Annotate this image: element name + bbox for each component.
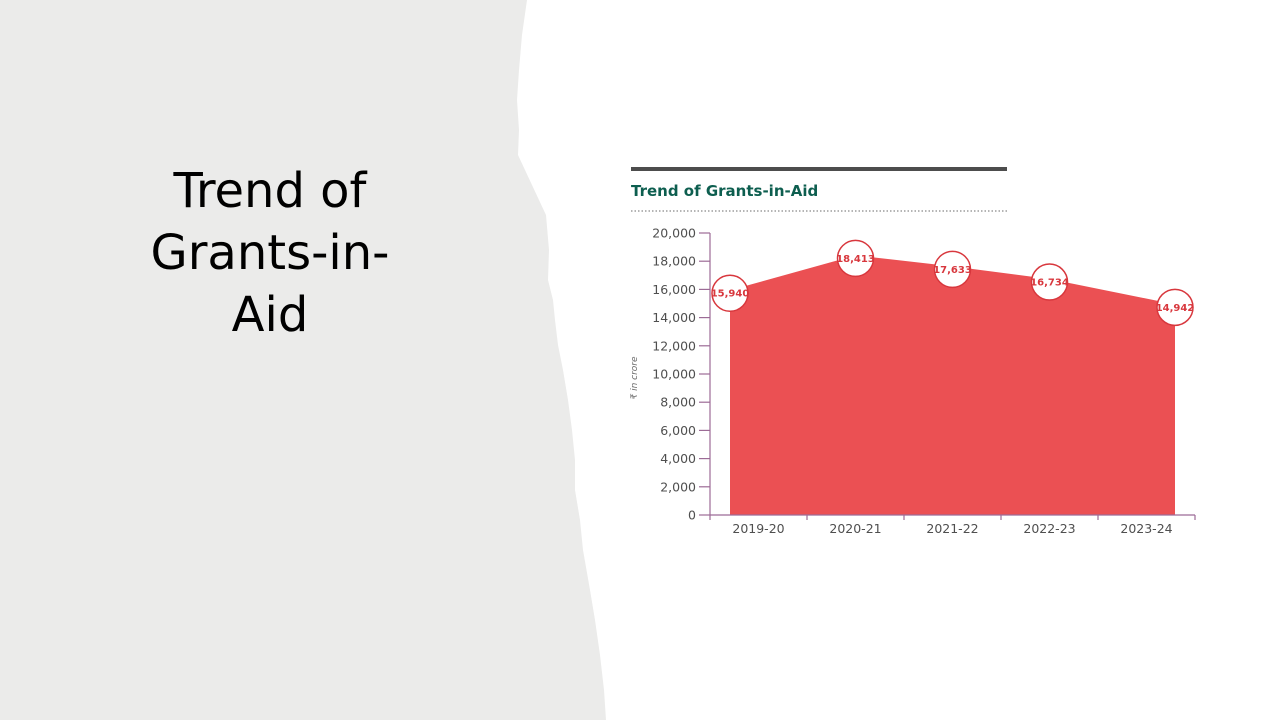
y-tick-label: 2,000 — [660, 479, 696, 494]
y-axis-label: ₹ in crore — [630, 356, 640, 400]
chart-title: Trend of Grants-in-Aid — [631, 182, 818, 200]
data-label: 17,633 — [933, 265, 972, 276]
y-tick-label: 6,000 — [660, 423, 696, 438]
y-tick-label: 14,000 — [652, 310, 696, 325]
y-tick-label: 16,000 — [652, 282, 696, 297]
data-label: 15,940 — [711, 289, 750, 300]
area-chart: Trend of Grants-in-Aid 0 2,000 4,000 6,000 8,… — [630, 167, 1196, 536]
data-label: 18,413 — [836, 254, 875, 265]
y-tick-label: 20,000 — [652, 226, 696, 241]
data-point-marker — [836, 239, 875, 278]
y-tick-label: 18,000 — [652, 254, 696, 269]
slide-title-line: Grants-in- — [150, 225, 390, 281]
x-tick-label: 2020-21 — [829, 521, 881, 536]
slide-title-line: Trend of — [173, 163, 367, 219]
data-point-marker — [1030, 263, 1069, 301]
x-tick-label: 2022-23 — [1023, 521, 1075, 536]
slide-title: Trend of Grants-in- Aid — [90, 160, 450, 346]
y-tick-label: 4,000 — [660, 451, 696, 466]
data-label: 14,942 — [1156, 303, 1195, 314]
area-series — [730, 255, 1175, 515]
x-tick-label: 2023-24 — [1120, 521, 1172, 536]
y-tick-label: 0 — [688, 508, 696, 523]
y-tick-label: 10,000 — [652, 367, 696, 382]
y-tick-label: 12,000 — [652, 338, 696, 353]
slide-title-line: Aid — [231, 287, 309, 343]
data-label: 16,734 — [1030, 278, 1069, 289]
x-tick-label: 2021-22 — [926, 521, 978, 536]
data-point-marker — [711, 274, 749, 312]
data-point-marker — [933, 250, 972, 289]
chart-container: Trend of Grants-in-Aid 0 2,000 4,000 6,000 8,… — [620, 160, 1220, 560]
y-tick-label: 8,000 — [660, 395, 696, 410]
x-tick-label: 2019-20 — [732, 521, 784, 536]
data-point-marker — [1156, 288, 1194, 327]
